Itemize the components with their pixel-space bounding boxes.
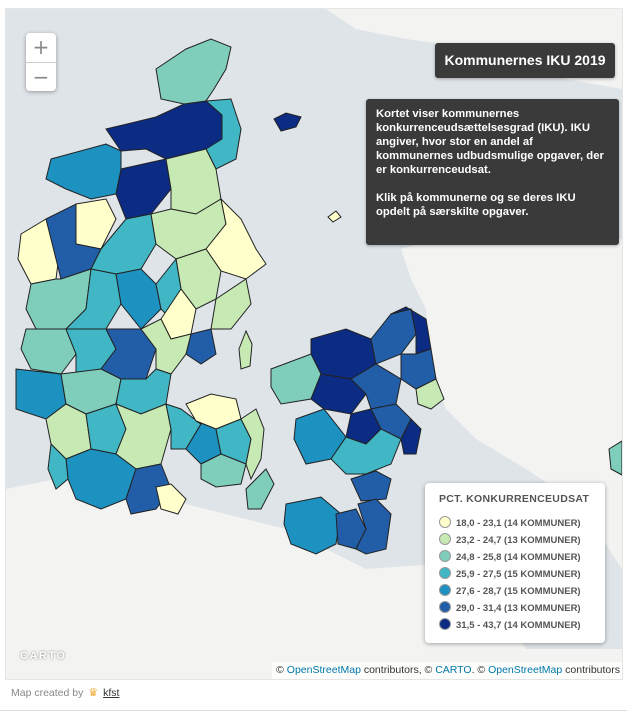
zoom-in-button[interactable]: +: [26, 33, 56, 63]
map-canvas[interactable]: [6, 9, 622, 679]
osm-link[interactable]: OpenStreetMap: [488, 664, 563, 676]
legend-label: 29,0 - 31,4 (13 KOMMUNER): [456, 603, 581, 614]
municipality[interactable]: [400, 418, 422, 455]
municipality[interactable]: [45, 143, 122, 200]
municipality[interactable]: [210, 278, 252, 330]
municipality[interactable]: [47, 442, 69, 490]
attribution-suffix: contributors: [565, 664, 620, 676]
legend-item: 24,8 - 25,8 (14 KOMMUNER): [439, 549, 605, 566]
municipality[interactable]: [415, 378, 445, 410]
municipality[interactable]: [240, 408, 265, 481]
map[interactable]: + − Kommunernes IKU 2019 Kortet viser ko…: [5, 8, 623, 680]
legend-swatch: [439, 618, 451, 630]
legend: PCT. KONKURRENCEUDSAT 18,0 - 23,1 (14 KO…: [425, 483, 605, 643]
legend-swatch: [439, 550, 451, 562]
legend-label: 24,8 - 25,8 (14 KOMMUNER): [456, 552, 581, 563]
legend-item: 18,0 - 23,1 (14 KOMMUNER): [439, 515, 605, 532]
carto-link[interactable]: CARTO: [435, 664, 472, 676]
legend-label: 23,2 - 24,7 (13 KOMMUNER): [456, 535, 581, 546]
legend-label: 31,5 - 43,7 (14 KOMMUNER): [456, 620, 581, 631]
municipality[interactable]: [245, 468, 275, 510]
legend-items: 18,0 - 23,1 (14 KOMMUNER) 23,2 - 24,7 (13…: [439, 515, 605, 634]
attribution-prefix: ©: [276, 664, 284, 676]
info-text-2: Klik på kommunerne og se deres IKU opdel…: [376, 192, 576, 218]
land-sweden: [401, 219, 622, 569]
municipality[interactable]: [330, 428, 402, 475]
legend-item: 23,2 - 24,7 (13 KOMMUNER): [439, 532, 605, 549]
map-credit: Map created by ♛ kfst: [11, 686, 119, 699]
crown-icon: ♛: [88, 687, 99, 699]
municipality[interactable]: [327, 210, 342, 223]
legend-item: 31,5 - 43,7 (14 KOMMUNER): [439, 617, 605, 634]
attribution-text: contributors, ©: [363, 664, 433, 676]
credit-text: Map created by: [11, 687, 84, 699]
attribution-text: . ©: [471, 664, 486, 676]
credit-link[interactable]: kfst: [103, 687, 120, 699]
info-text-1: Kortet viser kommunernes konkurrenceudsæ…: [376, 108, 604, 176]
legend-swatch: [439, 584, 451, 596]
legend-label: 25,9 - 27,5 (15 KOMMUNER): [456, 569, 581, 580]
municipality[interactable]: [238, 329, 253, 370]
legend-swatch: [439, 567, 451, 579]
osm-link[interactable]: OpenStreetMap: [286, 664, 361, 676]
municipality[interactable]: [115, 268, 162, 330]
legend-swatch: [439, 516, 451, 528]
footer: Map created by ♛ kfst: [0, 680, 627, 711]
legend-item: 29,0 - 31,4 (13 KOMMUNER): [439, 600, 605, 617]
legend-swatch: [439, 533, 451, 545]
zoom-control: + −: [26, 33, 56, 91]
municipality[interactable]: [283, 496, 342, 555]
municipality[interactable]: [608, 440, 622, 476]
legend-item: 27,6 - 28,7 (15 KOMMUNER): [439, 583, 605, 600]
municipality[interactable]: [155, 38, 232, 105]
legend-swatch: [439, 601, 451, 613]
municipality[interactable]: [273, 112, 302, 132]
info-panel: Kortet viser kommunernes konkurrenceudsæ…: [366, 99, 619, 245]
carto-logo: CARTO: [20, 650, 67, 662]
municipality[interactable]: [20, 328, 77, 375]
municipality[interactable]: [140, 318, 192, 375]
municipality[interactable]: [350, 470, 392, 502]
legend-title: PCT. KONKURRENCEUDSAT: [439, 493, 590, 505]
map-title: Kommunernes IKU 2019: [435, 43, 615, 78]
zoom-out-button[interactable]: −: [32, 65, 50, 89]
attribution: © OpenStreetMap contributors, © CARTO. ©…: [272, 662, 622, 679]
legend-item: 25,9 - 27,5 (15 KOMMUNER): [439, 566, 605, 583]
municipality[interactable]: [115, 158, 172, 220]
municipality[interactable]: [155, 483, 187, 515]
legend-label: 27,6 - 28,7 (15 KOMMUNER): [456, 586, 581, 597]
municipality[interactable]: [200, 453, 247, 488]
municipality[interactable]: [115, 403, 172, 470]
legend-label: 18,0 - 23,1 (14 KOMMUNER): [456, 518, 581, 529]
municipality[interactable]: [355, 498, 392, 555]
